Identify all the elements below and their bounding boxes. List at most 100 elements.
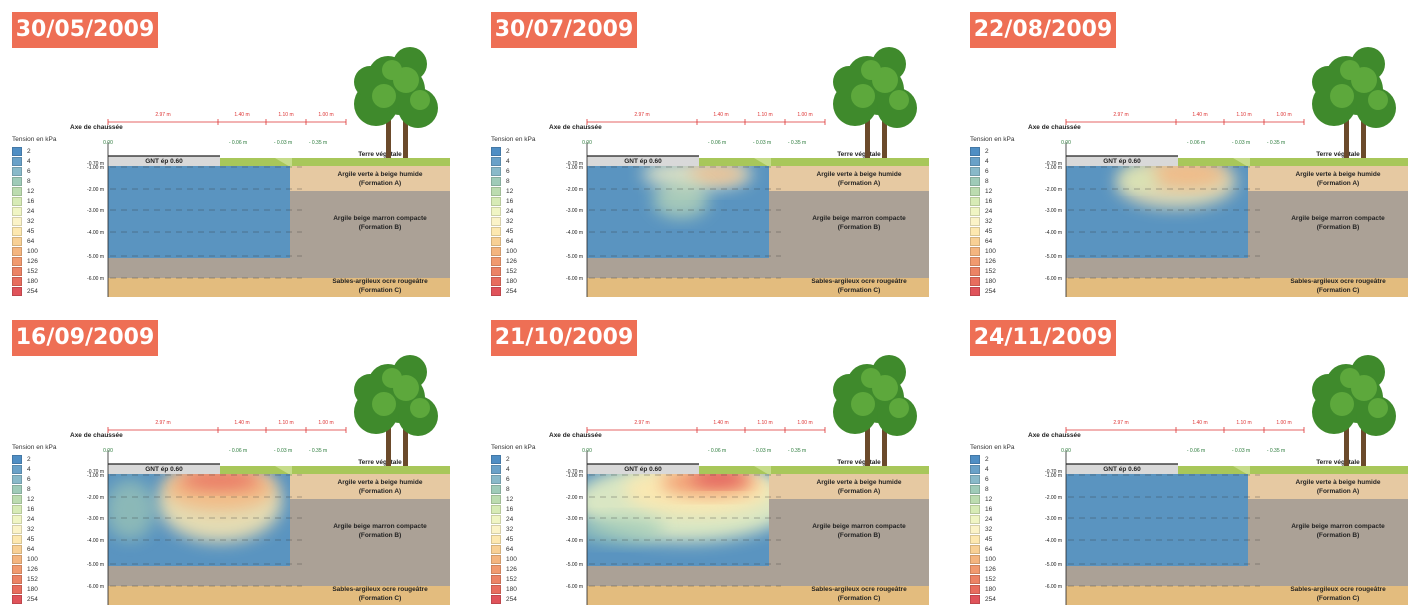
legend-label: 16 bbox=[27, 197, 35, 205]
legend-item: 100 bbox=[970, 246, 1030, 256]
topsoil-label: Terre végétale bbox=[1316, 151, 1360, 158]
offset-label: 0.00 bbox=[103, 448, 113, 454]
width-label: 1.40 m bbox=[713, 420, 728, 426]
legend-label: 6 bbox=[985, 167, 989, 175]
legend-swatch bbox=[12, 156, 22, 166]
depth-label: -2.00 m bbox=[1045, 187, 1062, 193]
depth-label: -3.00 m bbox=[566, 208, 583, 214]
legend-swatch bbox=[970, 534, 980, 544]
legend-label: 12 bbox=[27, 187, 35, 195]
gnt-layer bbox=[587, 464, 699, 474]
legend-label: 64 bbox=[27, 237, 35, 245]
legend-item: 12 bbox=[12, 186, 72, 196]
legend-swatch bbox=[12, 554, 22, 564]
legend-item: 126 bbox=[970, 564, 1030, 574]
legend-swatch bbox=[491, 176, 501, 186]
legend-item: 64 bbox=[970, 236, 1030, 246]
cross-section: GNT ép 0.60 Axe de chaussée 2.97 m 1.40 m 1.… bbox=[1028, 47, 1408, 297]
legend-label: 16 bbox=[506, 505, 514, 513]
legend-swatch bbox=[970, 594, 980, 604]
legend-item: 180 bbox=[12, 276, 72, 286]
depth-label: -4.00 m bbox=[566, 230, 583, 236]
width-label: 1.10 m bbox=[757, 112, 772, 118]
legend-label: 180 bbox=[506, 585, 517, 593]
width-label: 1.10 m bbox=[278, 420, 293, 426]
legend: Tension en kPa 2 4 6 8 12 16 24 32 45 64 100 126 152 1… bbox=[970, 136, 1030, 296]
legend-label: 4 bbox=[985, 465, 989, 473]
legend-label: 254 bbox=[985, 595, 996, 603]
legend-label: 2 bbox=[27, 147, 31, 155]
legend-swatch bbox=[970, 146, 980, 156]
legend-item: 100 bbox=[970, 554, 1030, 564]
legend-item: 32 bbox=[970, 524, 1030, 534]
legend-swatch bbox=[970, 474, 980, 484]
legend-swatch bbox=[970, 166, 980, 176]
legend-title: Tension en kPa bbox=[970, 444, 1015, 451]
depth-label: -5.00 m bbox=[566, 254, 583, 260]
legend-item: 254 bbox=[970, 286, 1030, 296]
legend-item: 45 bbox=[491, 226, 551, 236]
formation-c-layer bbox=[108, 278, 450, 297]
legend-label: 24 bbox=[506, 515, 514, 523]
offset-label: - 0.35 m bbox=[309, 140, 327, 146]
offset-label: - 0.03 m bbox=[753, 140, 771, 146]
legend-label: 45 bbox=[27, 227, 35, 235]
legend-item: 32 bbox=[12, 524, 72, 534]
legend-item: 24 bbox=[12, 514, 72, 524]
legend-swatch bbox=[970, 156, 980, 166]
legend-label: 254 bbox=[27, 287, 38, 295]
depth-label: -5.00 m bbox=[566, 562, 583, 568]
legend-swatch bbox=[491, 166, 501, 176]
topsoil-layer bbox=[108, 466, 450, 474]
legend-swatch bbox=[12, 454, 22, 464]
legend-swatch bbox=[12, 216, 22, 226]
cross-section: GNT ép 0.60 Axe de chaussée 2.97 m 1.40 m 1.… bbox=[1028, 355, 1408, 605]
formation-c-sublabel: (Formation C) bbox=[359, 595, 402, 602]
legend-item: 8 bbox=[970, 484, 1030, 494]
depth-label: -3.00 m bbox=[87, 208, 104, 214]
legend-swatch bbox=[970, 564, 980, 574]
gnt-label: GNT ép 0.60 bbox=[624, 158, 662, 165]
legend-swatch bbox=[491, 206, 501, 216]
legend-swatch bbox=[491, 594, 501, 604]
formation-b-sublabel: (Formation B) bbox=[359, 224, 402, 231]
legend-item: 4 bbox=[12, 156, 72, 166]
topsoil-layer bbox=[1066, 466, 1408, 474]
legend-label: 32 bbox=[27, 525, 35, 533]
legend-item: 12 bbox=[491, 494, 551, 504]
legend-item: 152 bbox=[12, 574, 72, 584]
legend-item: 152 bbox=[491, 266, 551, 276]
width-label: 2.97 m bbox=[155, 420, 170, 426]
formation-c-sublabel: (Formation C) bbox=[359, 287, 402, 294]
depth-label: -3.00 m bbox=[566, 516, 583, 522]
legend-swatch bbox=[491, 474, 501, 484]
width-label: 1.00 m bbox=[1276, 112, 1291, 118]
date-badge: 22/08/2009 bbox=[970, 12, 1116, 48]
legend: Tension en kPa 2 4 6 8 12 16 24 32 45 64 100 126 152 1… bbox=[12, 444, 72, 604]
width-label: 2.97 m bbox=[155, 112, 170, 118]
legend-label: 126 bbox=[27, 565, 38, 573]
formation-a-sublabel: (Formation A) bbox=[359, 180, 401, 187]
tension-patch bbox=[653, 182, 709, 218]
legend-label: 4 bbox=[27, 157, 31, 165]
width-label: 1.00 m bbox=[1276, 420, 1291, 426]
legend-label: 12 bbox=[27, 495, 35, 503]
legend-item: 2 bbox=[12, 454, 72, 464]
gnt-layer bbox=[1066, 156, 1178, 166]
legend-label: 100 bbox=[27, 247, 38, 255]
legend-swatch bbox=[491, 584, 501, 594]
legend-label: 45 bbox=[506, 535, 514, 543]
legend-label: 180 bbox=[27, 585, 38, 593]
legend-item: 6 bbox=[491, 166, 551, 176]
legend-label: 100 bbox=[27, 555, 38, 563]
depth-label: -2.00 m bbox=[87, 187, 104, 193]
legend-label: 126 bbox=[985, 257, 996, 265]
legend-swatch bbox=[970, 206, 980, 216]
legend-item: 4 bbox=[970, 464, 1030, 474]
legend-label: 180 bbox=[27, 277, 38, 285]
offset-label: - 0.35 m bbox=[309, 448, 327, 454]
formation-a-label: Argile verte à beige humide bbox=[817, 479, 902, 486]
legend-item: 100 bbox=[491, 246, 551, 256]
slope bbox=[220, 466, 292, 476]
depth-label: -3.00 m bbox=[87, 516, 104, 522]
